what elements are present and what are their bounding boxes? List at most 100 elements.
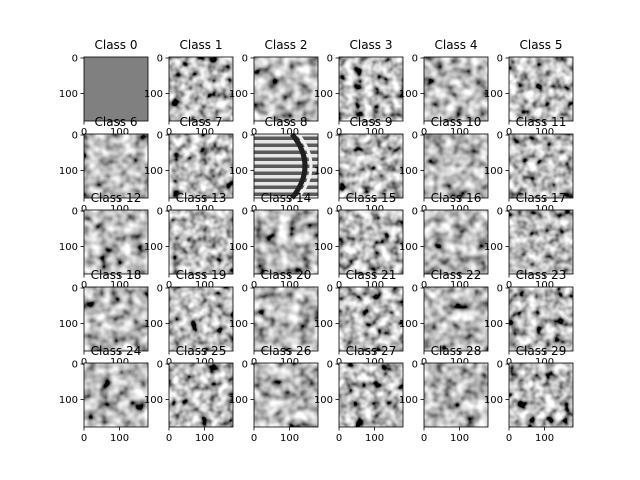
panel-class-16: Class 16 0 100 0 100: [399, 191, 489, 291]
y-tick-label: 0: [497, 360, 503, 371]
y-tick-label: 100: [484, 242, 503, 253]
panel-frame: [83, 56, 149, 122]
y-tick-label: 100: [59, 242, 78, 253]
panel-image: [509, 57, 573, 121]
x-tick-label: 100: [535, 127, 554, 138]
x-tick-label: 0: [506, 127, 512, 138]
y-tick-label: 100: [399, 395, 418, 406]
x-tick-label: 0: [506, 204, 512, 215]
x-tick-label: 0: [166, 357, 172, 368]
y-tick-label: 0: [327, 360, 333, 371]
x-tick-label: 100: [535, 280, 554, 291]
y-tick-label: 100: [229, 395, 248, 406]
x-tick-label: 100: [110, 127, 129, 138]
panel-class-18: Class 18 0 100 0 100: [59, 268, 149, 368]
y-tick-label: 100: [229, 89, 248, 100]
panel-frame: [83, 362, 149, 428]
y-tick-label: 0: [412, 284, 418, 295]
y-tick-label: 0: [72, 131, 78, 142]
panel-title: Class 13: [176, 191, 227, 205]
panel-image: [254, 134, 318, 198]
panel-image: [339, 363, 403, 427]
y-tick-label: 100: [144, 395, 163, 406]
panel-frame: [338, 56, 404, 122]
x-tick-label: 0: [251, 433, 257, 444]
y-tick-label: 0: [157, 54, 163, 65]
y-tick-label: 100: [59, 395, 78, 406]
x-tick-label: 0: [251, 357, 257, 368]
x-tick-label: 100: [450, 280, 469, 291]
panel-frame: [508, 286, 574, 352]
x-tick-label: 100: [280, 204, 299, 215]
panel-class-23: Class 23 0 100 0 100: [484, 268, 574, 368]
panel-title: Class 14: [261, 191, 312, 205]
panel-class-24: Class 24 0 100 0 100: [59, 344, 149, 444]
x-tick-label: 0: [421, 433, 427, 444]
panel-title: Class 12: [91, 191, 142, 205]
y-tick-label: 0: [412, 131, 418, 142]
panel-title: Class 6: [94, 115, 137, 129]
panel-frame: [508, 133, 574, 199]
y-tick-label: 100: [314, 166, 333, 177]
x-tick-label: 100: [365, 204, 384, 215]
panel-image: [84, 134, 148, 198]
panel-image: [254, 363, 318, 427]
panel-frame: [253, 209, 319, 275]
panel-image: [339, 134, 403, 198]
y-tick-label: 100: [314, 319, 333, 330]
panel-frame: [168, 133, 234, 199]
x-tick-label: 100: [195, 357, 214, 368]
panel-image: [509, 134, 573, 198]
y-tick-label: 100: [314, 89, 333, 100]
panel-image: [254, 57, 318, 121]
x-tick-label: 100: [280, 357, 299, 368]
panel-title: Class 2: [264, 38, 307, 52]
panel-class-28: Class 28 0 100 0 100: [399, 344, 489, 444]
panel-image: [339, 57, 403, 121]
panel-class-10: Class 10 0 100 0 100: [399, 115, 489, 215]
panel-image: [339, 210, 403, 274]
panel-arc-highlight: [296, 133, 313, 199]
panel-frame: [253, 362, 319, 428]
x-tick-label: 0: [251, 204, 257, 215]
panel-frame: [508, 209, 574, 275]
y-tick-label: 0: [242, 131, 248, 142]
x-tick-label: 0: [81, 204, 87, 215]
panel-image: [169, 210, 233, 274]
panel-image: [339, 287, 403, 351]
y-tick-label: 100: [144, 319, 163, 330]
panel-arc: [290, 132, 308, 200]
y-tick-label: 0: [157, 284, 163, 295]
x-tick-label: 100: [535, 204, 554, 215]
y-tick-label: 0: [157, 360, 163, 371]
panel-frame: [508, 56, 574, 122]
panel-title: Class 29: [516, 344, 567, 358]
panel-image: [169, 363, 233, 427]
y-tick-label: 0: [327, 54, 333, 65]
x-tick-label: 0: [166, 433, 172, 444]
panel-class-29: Class 29 0 100 0 100: [484, 344, 574, 444]
x-tick-label: 0: [336, 280, 342, 291]
panel-class-12: Class 12 0 100 0 100: [59, 191, 149, 291]
y-tick-label: 100: [399, 242, 418, 253]
y-tick-label: 100: [59, 89, 78, 100]
panel-frame: [253, 133, 319, 199]
panel-image: [84, 363, 148, 427]
panel-title: Class 0: [94, 38, 137, 52]
y-tick-label: 0: [327, 207, 333, 218]
x-tick-label: 0: [506, 357, 512, 368]
y-tick-label: 0: [72, 54, 78, 65]
panel-class-19: Class 19 0 100 0 100: [144, 268, 234, 368]
y-tick-label: 100: [484, 166, 503, 177]
x-tick-label: 0: [506, 280, 512, 291]
panel-title: Class 20: [261, 268, 312, 282]
panel-title: Class 15: [346, 191, 397, 205]
y-tick-label: 100: [229, 166, 248, 177]
x-tick-label: 100: [195, 127, 214, 138]
x-tick-label: 100: [280, 280, 299, 291]
y-tick-label: 0: [242, 284, 248, 295]
panel-title: Class 8: [264, 115, 307, 129]
x-tick-label: 100: [195, 204, 214, 215]
panel-image: [424, 287, 488, 351]
